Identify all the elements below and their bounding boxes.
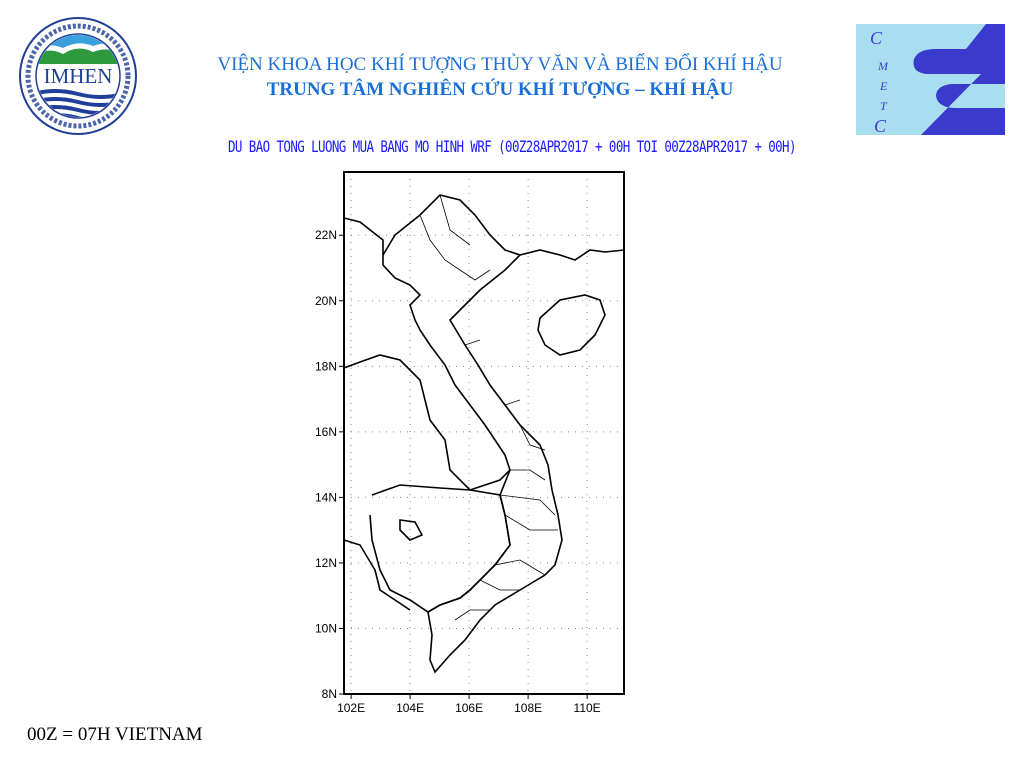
svg-text:C: C [870,28,883,48]
svg-text:M: M [877,59,889,73]
province-line [419,214,491,281]
lat-tick-label: 18N [315,359,337,373]
institute-title: VIỆN KHOA HỌC KHÍ TƯỢNG THỦY VĂN VÀ BIẾN… [217,54,783,75]
lon-tick-label: 104E [396,701,424,715]
lat-tick-label: 20N [315,294,337,308]
province-line [504,514,558,531]
province-line [439,194,471,246]
svg-text:C: C [874,116,887,135]
center-title: TRUNG TÂM NGHIÊN CỨU KHÍ TƯỢNG – KHÍ HẬU [266,79,734,100]
laos-border [343,354,511,491]
svg-text:T: T [880,99,888,113]
province-line [499,494,556,516]
lat-tick-label: 12N [315,556,337,570]
imhen-text: IMHEN [44,64,113,88]
map-frame [343,171,625,695]
lon-tick-label: 110E [574,701,601,715]
vietnam-outline [382,194,563,674]
province-line [454,609,490,621]
thailand-coast [343,539,411,611]
lon-tick-label: 106E [455,701,483,715]
province-line [519,424,546,451]
timezone-note: 00Z = 07H VIETNAM [27,724,203,745]
province-line [479,579,520,591]
lat-tick-label: 14N [315,490,337,504]
lon-tick-label: 108E [514,701,542,715]
province-line [510,469,546,481]
tonle-sap [399,519,424,541]
boundaries [343,194,625,674]
hainan-island [537,294,606,356]
imhen-logo: IMHEN [18,16,138,136]
province-line [464,339,481,346]
lon-tick-label: 102E [337,701,365,715]
lat-tick-label: 8N [322,687,337,701]
lat-tick-label: 22N [315,228,337,242]
lat-tick-label: 10N [315,621,337,635]
province-line [494,559,546,576]
china-coast [519,249,625,261]
map-title: DU BAO TONG LUONG MUA BANG MO HINH WRF (… [228,137,797,156]
cmetc-logo: C M E T C [856,24,1005,136]
cambodia-outline [369,484,511,613]
lat-tick-label: 16N [315,425,337,439]
china-border [343,217,384,255]
province-line [504,399,521,406]
svg-text:E: E [879,79,888,93]
